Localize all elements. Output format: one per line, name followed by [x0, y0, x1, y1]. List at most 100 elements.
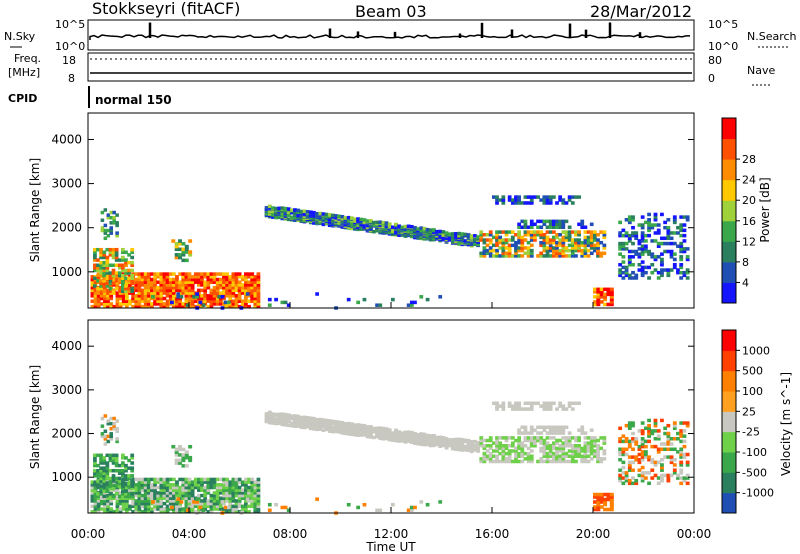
power-cell: [634, 252, 639, 256]
velocity-cell: [650, 476, 655, 480]
power-cell: [523, 233, 528, 237]
power-cell: [353, 217, 357, 221]
velocity-cell: [533, 438, 537, 443]
velocity-cell: [492, 401, 496, 406]
velocity-cell: [115, 439, 119, 444]
power-cell: [143, 291, 148, 295]
velocity-cell: [124, 481, 128, 486]
power-cell: [542, 254, 547, 258]
power-cell: [526, 225, 531, 229]
velocity-cell: [425, 435, 430, 440]
velocity-cell: [121, 481, 125, 486]
velocity-cell: [296, 419, 301, 424]
velocity-cell: [624, 476, 629, 480]
power-cell: [570, 195, 575, 199]
velocity-cell: [479, 459, 484, 464]
velocity-cell: [580, 459, 585, 464]
velocity-cell: [137, 493, 142, 498]
velocity-cell: [197, 483, 201, 487]
velocity-cell: [624, 471, 629, 475]
velocity-cell: [115, 509, 120, 514]
velocity-cell: [555, 457, 559, 461]
power-cell: [672, 265, 677, 270]
power-cell: [96, 302, 101, 306]
power-cell: [206, 294, 211, 298]
power-cell: [539, 198, 544, 202]
power-cell: [143, 288, 148, 293]
power-cell: [185, 303, 190, 307]
velocity-cell: [425, 502, 430, 507]
power-cell: [685, 215, 690, 219]
velocity-cell: [244, 477, 248, 482]
velocity-cell: [640, 421, 645, 425]
velocity-cell: [523, 428, 528, 432]
velocity-cell: [130, 492, 135, 496]
velocity-cell: [109, 426, 114, 431]
power-cell: [209, 304, 214, 309]
velocity-cell: [215, 507, 220, 511]
velocity-cell: [143, 493, 148, 498]
velocity-cell: [523, 431, 528, 435]
power-cell: [372, 223, 376, 227]
velocity-cell: [365, 434, 370, 438]
velocity-cell: [419, 436, 424, 441]
velocity-cell: [492, 459, 496, 464]
power-cell: [250, 296, 255, 301]
power-cell: [150, 277, 154, 282]
velocity-cell: [589, 457, 594, 461]
power-cell: [103, 223, 108, 228]
power-cell: [105, 268, 110, 273]
power-cell: [234, 277, 239, 282]
power-cell: [150, 302, 154, 306]
colorbar-swatch: [722, 330, 736, 351]
power-cell: [349, 216, 354, 220]
velocity-cell: [593, 436, 597, 440]
power-cell: [146, 283, 151, 287]
power-cell: [542, 238, 547, 242]
velocity-cell: [672, 421, 677, 425]
velocity-cell: [353, 425, 357, 429]
velocity-cell: [112, 483, 117, 487]
power-cell: [153, 302, 157, 306]
velocity-cell: [200, 499, 204, 503]
velocity-colorbar-label: Velocity [m s^-1]: [779, 372, 793, 476]
power-cell: [203, 299, 208, 303]
velocity-cell: [561, 404, 566, 408]
power-cell: [558, 222, 563, 227]
velocity-cell: [609, 507, 614, 512]
power-cell: [621, 228, 626, 233]
power-cell: [409, 303, 414, 307]
velocity-cell: [105, 471, 110, 476]
power-cell: [162, 280, 167, 284]
power-cell: [93, 288, 98, 293]
velocity-cell: [206, 509, 211, 514]
velocity-cell: [447, 443, 452, 447]
power-cell: [482, 248, 487, 253]
power-cell: [381, 224, 386, 229]
power-cell: [637, 239, 642, 243]
velocity-cell: [201, 508, 206, 512]
velocity-cell: [501, 451, 506, 456]
velocity-cell: [108, 479, 113, 483]
power-cell: [596, 302, 601, 307]
power-cell: [190, 285, 195, 290]
velocity-cell: [143, 499, 148, 503]
velocity-cell: [548, 449, 553, 453]
power-cell: [146, 288, 151, 293]
velocity-cell: [580, 425, 585, 430]
power-cell: [624, 241, 629, 246]
power-cell: [555, 246, 559, 250]
cpid-panel: CPID normal 150: [8, 86, 172, 108]
velocity-cell: [663, 473, 668, 478]
velocity-cell: [340, 420, 345, 425]
power-cell: [564, 235, 569, 240]
power-cell: [124, 276, 128, 280]
power-cell: [669, 255, 674, 259]
power-cell: [624, 218, 629, 222]
power-cell: [621, 233, 626, 238]
velocity-cell: [308, 419, 313, 423]
power-cell: [672, 231, 677, 235]
velocity-cell: [143, 480, 148, 484]
velocity-cell: [117, 476, 122, 481]
velocity-cell: [93, 496, 98, 501]
